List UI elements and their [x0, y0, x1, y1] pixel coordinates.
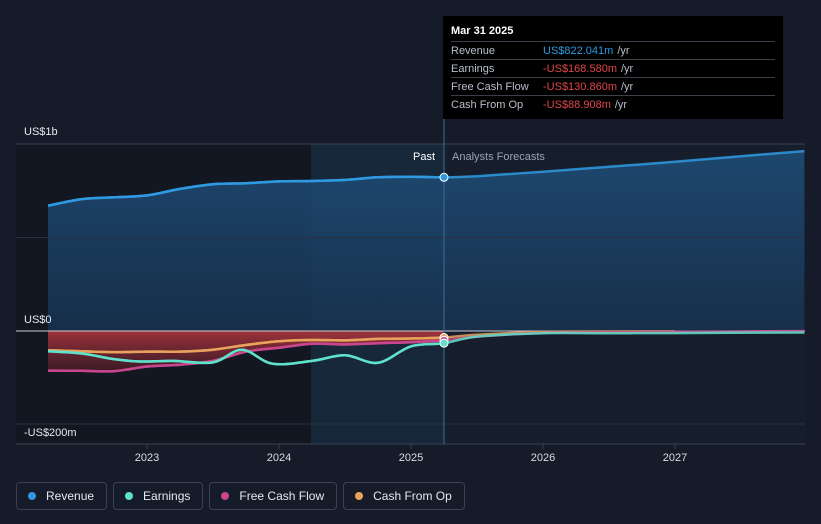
- revenue-line: [47, 149, 805, 207]
- x-tick-label-2026: 2026: [531, 452, 555, 464]
- tooltip-row-name: Earnings: [451, 62, 495, 75]
- legend-label: Free Cash Flow: [239, 489, 325, 503]
- tooltip-row-name: Free Cash Flow: [451, 80, 529, 93]
- forecast-label: Analysts Forecasts: [452, 151, 545, 163]
- tooltip-row: Free Cash Flow -US$130.860m/yr: [451, 77, 775, 95]
- cash-from-op-line: [47, 330, 676, 354]
- legend-item-revenue[interactable]: Revenue: [16, 482, 108, 510]
- earnings-marker: [439, 338, 449, 348]
- tooltip: Mar 31 2025 Revenue US$822.041m/yr Earning…: [443, 16, 783, 119]
- legend-item-free-cash-flow[interactable]: Free Cash Flow: [209, 482, 338, 510]
- earnings-line: [47, 331, 805, 366]
- tooltip-row: Revenue US$822.041m/yr: [451, 41, 775, 59]
- tooltip-row: Earnings -US$168.580m/yr: [451, 59, 775, 77]
- x-tick-label-2024: 2024: [267, 452, 291, 464]
- y-label-zero: US$0: [24, 314, 52, 326]
- tooltip-row-unit: /yr: [621, 62, 634, 75]
- y-label-bottom: -US$200m: [24, 427, 77, 439]
- tooltip-row-unit: /yr: [621, 80, 634, 93]
- legend-dot-icon: [355, 492, 364, 500]
- legend-label: Revenue: [46, 489, 95, 503]
- y-label-top: US$1b: [24, 126, 58, 138]
- legend-dot-icon: [221, 492, 230, 500]
- tooltip-row-unit: /yr: [617, 44, 630, 57]
- legend-label: Cash From Op: [373, 489, 452, 503]
- x-tick-label-2025: 2025: [399, 452, 423, 464]
- legend-dot-icon: [28, 492, 36, 500]
- legend: Revenue Earnings Free Cash Flow Cash From O…: [16, 482, 465, 510]
- legend-label: Earnings: [143, 489, 191, 503]
- revenue-area: [48, 151, 805, 331]
- legend-dot-icon: [125, 492, 134, 500]
- x-tick-label-2027: 2027: [663, 452, 687, 464]
- past-label: Past: [413, 151, 435, 163]
- tooltip-date: Mar 31 2025: [451, 25, 514, 37]
- tooltip-row-value: -US$130.860m: [543, 80, 617, 93]
- tooltip-row-value: -US$88.908m: [543, 98, 611, 111]
- tooltip-row: Cash From Op -US$88.908m/yr: [451, 95, 775, 113]
- legend-item-cash-from-op[interactable]: Cash From Op: [343, 482, 465, 510]
- x-tick-label-2023: 2023: [135, 452, 159, 464]
- legend-item-earnings[interactable]: Earnings: [113, 482, 204, 510]
- tooltip-row-name: Revenue: [451, 44, 496, 57]
- tooltip-row-unit: /yr: [614, 98, 628, 111]
- tooltip-row-value: US$822.041m: [543, 44, 614, 57]
- tooltip-row-value: -US$168.580m: [543, 62, 617, 75]
- tooltip-row-name: Cash From Op: [451, 98, 524, 111]
- revenue-marker: [439, 172, 449, 182]
